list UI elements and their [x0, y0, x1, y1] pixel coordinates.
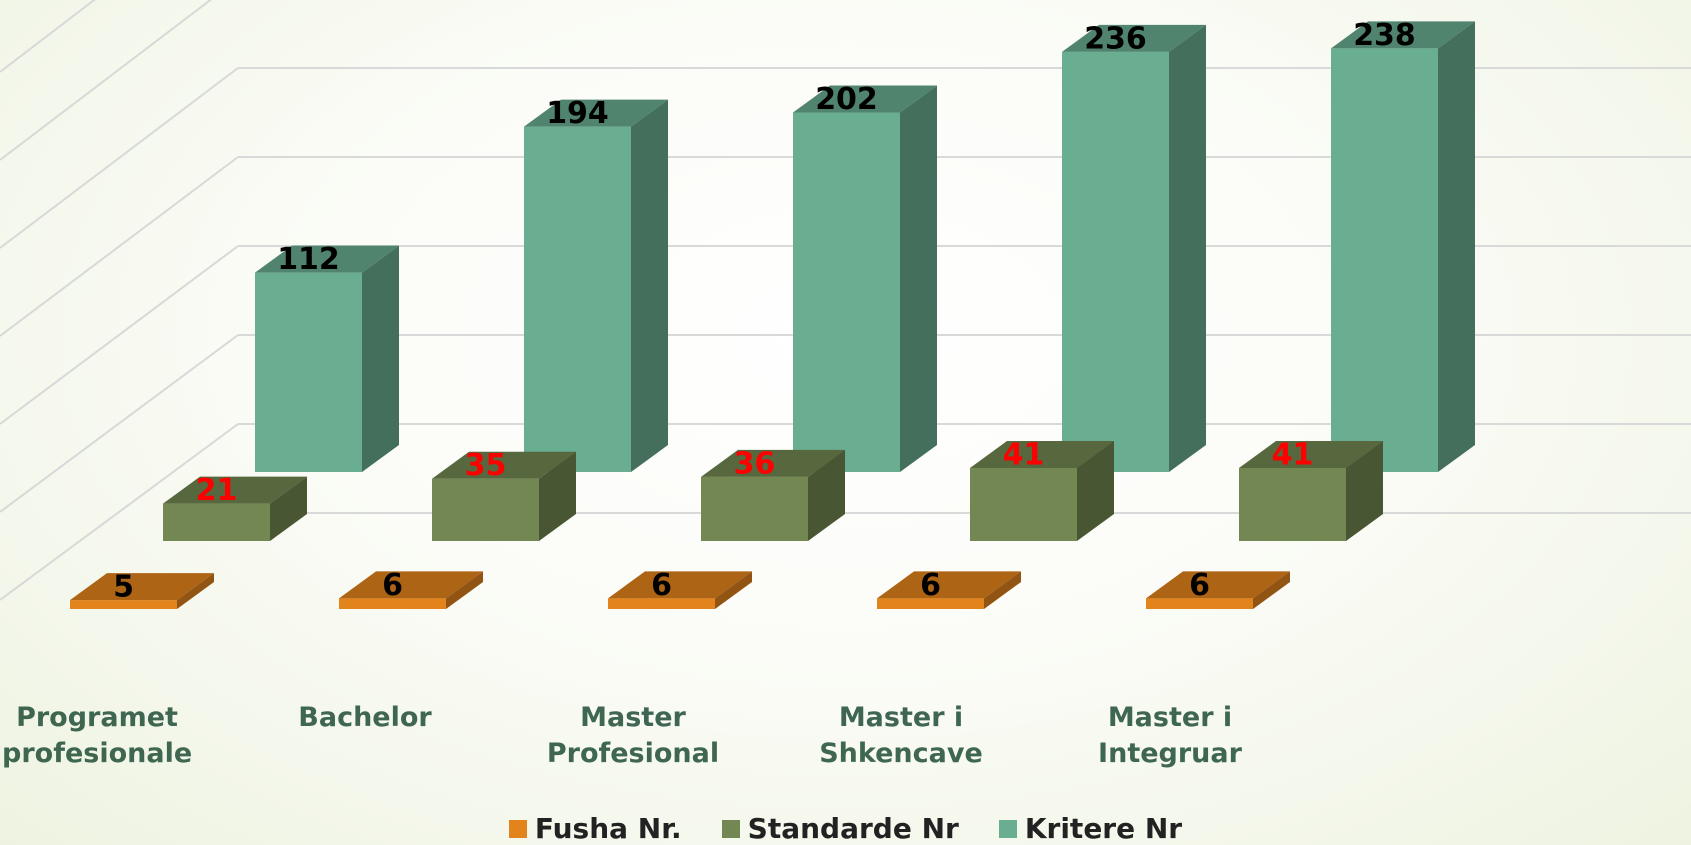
bar [1331, 21, 1475, 473]
bar-front [970, 468, 1077, 541]
bar-front [877, 598, 984, 609]
bar-side [362, 245, 399, 472]
data-label: 194 [546, 96, 609, 131]
x-tick-label: Master Profesional [546, 702, 720, 769]
bar-top [1331, 21, 1475, 49]
side-wall-line [0, 0, 213, 161]
bar [877, 571, 1021, 609]
bar-top [163, 476, 307, 504]
bar-side [808, 449, 845, 541]
bar-side [1253, 571, 1290, 609]
bar-front [524, 126, 631, 473]
legend-swatch [721, 819, 740, 838]
bar [1146, 571, 1290, 609]
bar [608, 571, 752, 609]
data-label: 236 [1084, 21, 1147, 56]
data-label: 112 [277, 242, 340, 277]
bar [163, 476, 307, 541]
data-label: 41 [1272, 438, 1314, 473]
bar-side [1169, 24, 1206, 472]
data-label: 36 [734, 446, 776, 481]
data-label: 5 [113, 570, 134, 605]
bar-side [1438, 21, 1475, 473]
legend-label: Fusha Nr. [534, 812, 682, 845]
bar [1062, 24, 1206, 473]
bar-side [1346, 441, 1383, 541]
legend-swatch [508, 819, 527, 838]
legend: Fusha Nr. Standarde Nr Kritere Nr [0, 812, 1691, 845]
bar-front [1062, 51, 1169, 473]
bar-front [608, 598, 715, 609]
bar [701, 449, 845, 541]
bar-front [793, 112, 900, 472]
side-wall-line [0, 156, 239, 337]
bar-front [70, 600, 177, 609]
bar [524, 99, 668, 473]
bar-top [1239, 441, 1383, 469]
bar-top [970, 441, 1114, 469]
data-label: 202 [815, 82, 878, 117]
x-tick-label: Bachelor [298, 702, 432, 733]
side-wall-line [0, 334, 239, 513]
legend-label: Kritere Nr [1024, 812, 1183, 845]
bar-front [339, 598, 446, 609]
bar-top [255, 245, 399, 273]
side-wall-line [0, 423, 239, 601]
bar-front [1146, 598, 1253, 609]
legend-item: Standarde Nr [721, 812, 959, 845]
bar-top [1146, 571, 1290, 599]
bar [339, 571, 483, 609]
bar-top [701, 449, 845, 477]
x-tick-label: Master i Shkencave [819, 702, 983, 769]
bar-front [163, 503, 270, 541]
bar [70, 573, 214, 609]
data-label: 6 [1189, 568, 1210, 603]
side-wall-line [0, 245, 239, 425]
bar [432, 451, 576, 541]
bar-top [524, 99, 668, 127]
bar-top [432, 451, 576, 479]
bar-side [631, 99, 668, 473]
legend-item: Fusha Nr. [508, 812, 682, 845]
bar-side [900, 85, 937, 472]
bar-front [255, 272, 362, 472]
data-label: 35 [465, 448, 507, 483]
data-label: 6 [651, 568, 672, 603]
bar-side [715, 571, 752, 609]
bar-top [1062, 24, 1206, 52]
bar-top [70, 573, 214, 601]
legend-label: Standarde Nr [747, 812, 959, 845]
data-label: 21 [196, 473, 238, 508]
bar-side [984, 571, 1021, 609]
data-label: 238 [1353, 18, 1416, 53]
bar [970, 441, 1114, 541]
bar-top [608, 571, 752, 599]
bar-side [177, 573, 214, 609]
side-wall-line [0, 67, 239, 249]
bar-top [793, 85, 937, 113]
bar-front [701, 476, 808, 541]
bar-front [1239, 468, 1346, 541]
bar [255, 245, 399, 472]
bar-top [339, 571, 483, 599]
x-tick-label: Programet profesionale [2, 702, 193, 769]
bar [793, 85, 937, 472]
bar [1239, 441, 1383, 541]
data-label: 6 [920, 568, 941, 603]
bar-side [539, 451, 576, 541]
legend-item: Kritere Nr [998, 812, 1183, 845]
x-tick-label: Master i Integruar [1098, 702, 1242, 769]
legend-swatch [998, 819, 1017, 838]
side-wall-line [0, 0, 96, 73]
bar-side [1077, 441, 1114, 541]
bar-side [270, 476, 307, 541]
data-label: 6 [382, 568, 403, 603]
bar-front [432, 478, 539, 541]
bar-top [877, 571, 1021, 599]
data-label: 41 [1003, 438, 1045, 473]
bar-front [1331, 48, 1438, 473]
bar-side [446, 571, 483, 609]
